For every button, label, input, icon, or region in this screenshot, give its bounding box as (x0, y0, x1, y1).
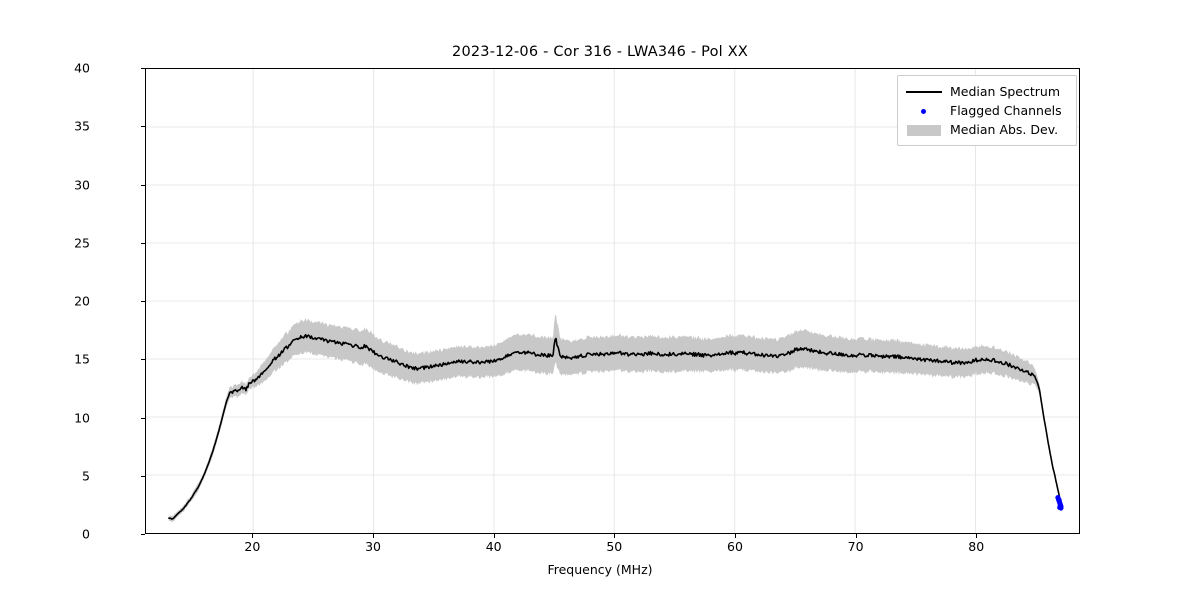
x-tick-label: 70 (847, 539, 864, 554)
x-tick-label: 50 (606, 539, 623, 554)
y-tick-label: 5 (82, 468, 90, 484)
x-tick-label: 20 (244, 539, 261, 554)
x-tick-label: 40 (485, 539, 502, 554)
x-tick-mark (373, 534, 375, 538)
line-swatch-icon (906, 84, 942, 100)
y-tick-mark (141, 301, 145, 302)
y-tick-label: 0 (82, 526, 90, 542)
x-tick-mark (493, 534, 495, 538)
legend-label: Median Spectrum (950, 84, 1061, 99)
legend-label: Median Abs. Dev. (950, 122, 1059, 137)
x-tick-label: 30 (365, 539, 381, 554)
y-tick-mark (141, 534, 145, 535)
page-title: 2023-12-06 - Cor 316 - LWA346 - Pol XX (452, 44, 748, 60)
x-tick-label: 60 (727, 539, 743, 554)
y-tick-label: 25 (74, 235, 90, 251)
y-tick-label: 20 (74, 293, 90, 309)
chart-legend: Median Spectrum Flagged Channels Median … (897, 75, 1077, 146)
legend-item-flagged-channels: Flagged Channels (906, 101, 1068, 120)
y-tick-label: 30 (74, 177, 90, 192)
x-tick-mark (252, 534, 254, 538)
band-swatch-icon (906, 122, 942, 138)
x-axis-label: Frequency (MHz) (547, 562, 653, 577)
y-tick-mark (141, 417, 145, 419)
dot-swatch-icon (906, 103, 942, 119)
median-spectrum-line (168, 333, 1061, 520)
y-tick-mark (141, 359, 145, 361)
y-tick-label: 10 (74, 410, 90, 425)
y-tick-label: 40 (74, 60, 90, 76)
median-abs-dev-band (168, 314, 1060, 522)
legend-item-median-spectrum: Median Spectrum (906, 82, 1068, 101)
y-tick-label: 15 (74, 351, 90, 367)
x-tick-mark (734, 534, 736, 538)
x-tick-mark (855, 534, 857, 538)
legend-item-median-abs-dev: Median Abs. Dev. (906, 120, 1068, 139)
y-tick-label: 35 (74, 118, 90, 134)
x-tick-label: 80 (968, 539, 985, 554)
flagged-channels-markers (1055, 495, 1064, 511)
flagged-channel-point (1056, 497, 1062, 503)
y-tick-mark (141, 68, 145, 69)
y-tick-mark (141, 242, 145, 244)
flagged-channel-point (1058, 505, 1064, 511)
x-tick-mark (614, 534, 616, 538)
legend-label: Flagged Channels (950, 103, 1062, 118)
y-tick-mark (141, 126, 145, 128)
y-tick-mark (141, 184, 145, 186)
x-tick-mark (976, 534, 978, 538)
y-tick-mark (141, 475, 145, 477)
plot-svg (146, 69, 1079, 533)
